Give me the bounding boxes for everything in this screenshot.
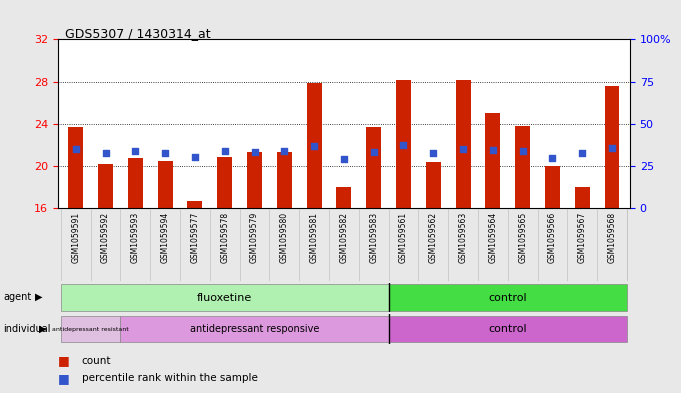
Bar	[61, 285, 389, 311]
Bar	[158, 161, 172, 208]
Bar	[61, 316, 121, 342]
Text: GSM1059564: GSM1059564	[488, 212, 497, 263]
Bar	[389, 316, 627, 342]
Bar	[68, 127, 83, 208]
Point	[130, 148, 141, 154]
Point	[100, 150, 111, 156]
Bar	[306, 83, 321, 208]
Bar	[605, 86, 620, 208]
Text: count: count	[82, 356, 111, 366]
Point	[518, 148, 528, 154]
Bar	[98, 164, 113, 208]
Point	[219, 148, 230, 154]
Text: ▶: ▶	[35, 292, 43, 302]
Text: GSM1059578: GSM1059578	[220, 212, 229, 263]
Point	[159, 150, 170, 156]
Point	[368, 149, 379, 156]
Text: control: control	[488, 293, 527, 303]
Bar	[396, 81, 411, 208]
Bar	[486, 113, 501, 208]
Point	[547, 154, 558, 161]
Text: GSM1059563: GSM1059563	[458, 212, 468, 263]
Point	[308, 143, 319, 149]
Text: control: control	[488, 324, 527, 334]
Text: individual: individual	[3, 324, 51, 334]
Text: antidepressant resistant: antidepressant resistant	[52, 327, 129, 332]
Text: antidepressant responsive: antidepressant responsive	[190, 324, 319, 334]
Point	[607, 145, 618, 151]
Bar	[121, 316, 389, 342]
Bar	[128, 158, 143, 208]
Text: GDS5307 / 1430314_at: GDS5307 / 1430314_at	[65, 28, 210, 40]
Point	[249, 149, 260, 156]
Text: ■: ■	[58, 371, 69, 385]
Text: fluoxetine: fluoxetine	[197, 293, 253, 303]
Bar	[389, 285, 627, 311]
Text: GSM1059582: GSM1059582	[339, 212, 349, 263]
Bar	[187, 201, 202, 208]
Text: GSM1059583: GSM1059583	[369, 212, 378, 263]
Text: GSM1059567: GSM1059567	[577, 212, 587, 263]
Bar	[426, 162, 441, 208]
Point	[428, 150, 439, 156]
Text: GSM1059594: GSM1059594	[161, 212, 170, 263]
Text: GSM1059579: GSM1059579	[250, 212, 259, 263]
Bar	[545, 166, 560, 208]
Text: GSM1059591: GSM1059591	[72, 212, 80, 263]
Text: GSM1059562: GSM1059562	[429, 212, 438, 263]
Bar	[277, 152, 291, 208]
Text: GSM1059565: GSM1059565	[518, 212, 527, 263]
Text: agent: agent	[3, 292, 31, 302]
Text: GSM1059577: GSM1059577	[191, 212, 200, 263]
Text: percentile rank within the sample: percentile rank within the sample	[82, 373, 257, 383]
Text: GSM1059581: GSM1059581	[310, 212, 319, 263]
Text: ▶: ▶	[39, 324, 46, 334]
Bar	[456, 81, 471, 208]
Point	[577, 150, 588, 156]
Text: GSM1059561: GSM1059561	[399, 212, 408, 263]
Point	[189, 153, 200, 160]
Bar	[217, 156, 232, 208]
Bar	[366, 127, 381, 208]
Bar	[336, 187, 351, 208]
Text: GSM1059580: GSM1059580	[280, 212, 289, 263]
Point	[458, 146, 469, 152]
Point	[488, 147, 498, 153]
Text: GSM1059568: GSM1059568	[607, 212, 616, 263]
Text: GSM1059593: GSM1059593	[131, 212, 140, 263]
Point	[279, 148, 290, 154]
Point	[338, 156, 349, 162]
Bar	[247, 152, 262, 208]
Text: ■: ■	[58, 354, 69, 367]
Text: GSM1059566: GSM1059566	[548, 212, 557, 263]
Point	[398, 142, 409, 148]
Text: GSM1059592: GSM1059592	[101, 212, 110, 263]
Bar	[575, 187, 590, 208]
Point	[70, 146, 81, 152]
Bar	[516, 126, 530, 208]
